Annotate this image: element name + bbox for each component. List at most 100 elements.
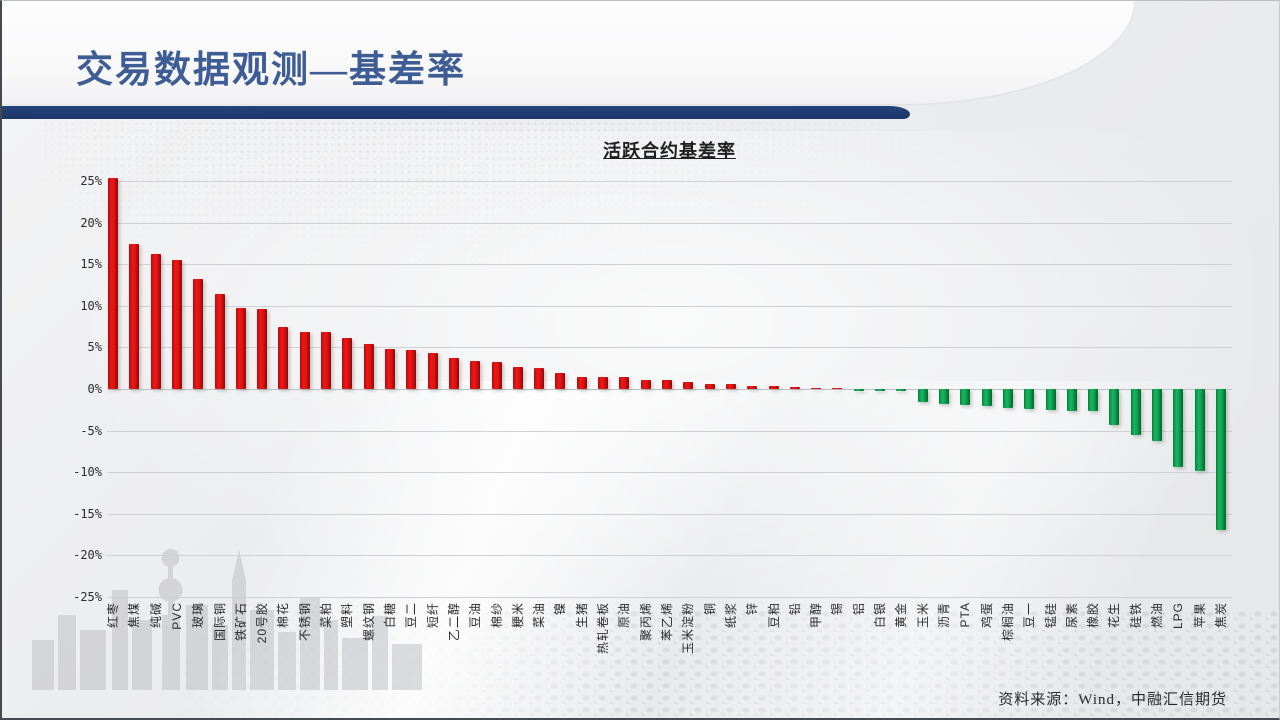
gridline — [107, 597, 1232, 598]
x-axis-category-label: 锌 — [745, 602, 760, 616]
y-axis-tick-label: -10% — [73, 465, 102, 480]
bar — [768, 385, 779, 389]
x-axis-category-label: 锡 — [830, 602, 845, 616]
bar — [363, 344, 374, 389]
y-axis-tick-label: -15% — [73, 506, 102, 521]
x-axis-category-label: 乙二醇 — [446, 602, 461, 642]
bar — [534, 368, 545, 389]
bar — [1130, 389, 1141, 435]
x-axis-category-label: PTA — [958, 602, 973, 628]
gridline — [107, 389, 1232, 390]
gridline — [107, 347, 1232, 349]
y-axis-tick-label: -5% — [80, 423, 102, 438]
x-axis-category-label: 鸡蛋 — [979, 602, 994, 629]
bar — [1045, 389, 1056, 410]
x-axis-category-label: 铝 — [851, 602, 866, 616]
bar — [1152, 389, 1163, 442]
x-axis-category-label: 生猪 — [574, 602, 589, 629]
bar — [619, 377, 630, 389]
x-axis-category-label: 热轧卷板 — [596, 602, 611, 655]
bar — [853, 389, 864, 391]
x-axis-category-label: 豆油 — [468, 602, 483, 629]
gridline — [107, 472, 1232, 474]
x-axis-category-label: 国际铜 — [212, 602, 227, 642]
x-axis-category-label: 燃油 — [1150, 602, 1165, 629]
x-axis-category-label: 螺纹钢 — [361, 602, 376, 642]
gridline — [107, 513, 1232, 515]
bar — [725, 384, 736, 389]
bar — [491, 361, 502, 389]
x-axis-category-label: 焦煤 — [127, 602, 142, 629]
bar — [385, 349, 395, 389]
x-axis-category-label: 花生 — [1107, 602, 1122, 629]
x-axis-category-label: 20号胶 — [255, 602, 270, 644]
x-axis-category-label: 铜 — [702, 602, 717, 616]
bar — [640, 379, 651, 389]
bar — [214, 294, 225, 389]
y-axis-tick-label: 15% — [80, 257, 102, 272]
bar — [939, 389, 949, 404]
bar — [171, 260, 182, 389]
x-axis-category-label: 纯碱 — [148, 602, 163, 629]
header-band — [2, 1, 1134, 104]
x-axis-category-label: 焦炭 — [1214, 602, 1228, 629]
bar — [257, 309, 268, 389]
x-axis-category-label: 玉米淀粉 — [681, 602, 696, 655]
chart-title: 活跃合约基差率 — [603, 141, 736, 161]
bar — [832, 387, 843, 389]
bar — [555, 373, 566, 389]
y-axis-tick-label: 0% — [87, 382, 102, 396]
bar — [704, 384, 715, 389]
bar — [811, 387, 822, 389]
x-axis-category-label: 橡胶 — [1086, 602, 1101, 629]
x-axis-category-label: 红枣 — [106, 602, 120, 629]
bar — [448, 358, 459, 389]
y-axis-tick-label: -25% — [73, 590, 102, 604]
x-axis-category-label: 玻璃 — [191, 602, 206, 629]
bar — [875, 389, 886, 392]
bar — [470, 360, 481, 389]
bar — [1216, 389, 1226, 531]
bar — [406, 349, 417, 389]
bar — [235, 308, 246, 389]
x-axis-category-label: 黄金 — [894, 602, 909, 629]
x-axis-category-label: 铁矿石 — [233, 602, 248, 642]
bar — [917, 389, 928, 403]
y-axis-tick-label: 25% — [80, 174, 102, 188]
x-axis-category-label: 白银 — [873, 602, 888, 629]
title-underline-bar — [2, 106, 910, 119]
x-axis-category-label: 豆一 — [1022, 602, 1037, 629]
bar — [1109, 389, 1120, 425]
source-note: 资料来源：Wind，中融汇信期货 — [998, 692, 1227, 708]
x-axis-category-label: 豆粕 — [766, 602, 781, 629]
bar — [278, 327, 289, 389]
x-axis-category-label: 锰硅 — [1043, 602, 1058, 629]
bar — [1024, 389, 1035, 409]
bar — [150, 254, 161, 389]
gridline — [107, 430, 1232, 432]
x-axis-category-label: 豆二 — [404, 602, 419, 629]
gridline — [107, 264, 1232, 266]
x-axis-category-label: 苯乙烯 — [660, 602, 674, 642]
bar — [1088, 389, 1099, 412]
x-axis-category-label: 纸浆 — [723, 602, 738, 629]
x-axis-category-label: 不锈钢 — [297, 602, 312, 642]
bar — [747, 385, 758, 389]
bar — [299, 331, 310, 389]
bar — [321, 332, 332, 389]
bar — [108, 177, 118, 389]
x-axis-category-label: 粳米 — [510, 602, 525, 629]
bar — [960, 389, 971, 405]
bar — [598, 376, 609, 389]
y-axis-tick-label: -20% — [73, 548, 102, 563]
x-axis-category-label: 铅 — [787, 602, 802, 616]
bar — [789, 387, 800, 389]
bar — [1173, 389, 1184, 468]
x-axis-category-label: 短纤 — [425, 602, 440, 629]
bar — [1194, 389, 1205, 471]
bar — [576, 376, 587, 389]
bar — [1002, 389, 1013, 409]
y-axis-tick-label: 5% — [87, 340, 102, 355]
